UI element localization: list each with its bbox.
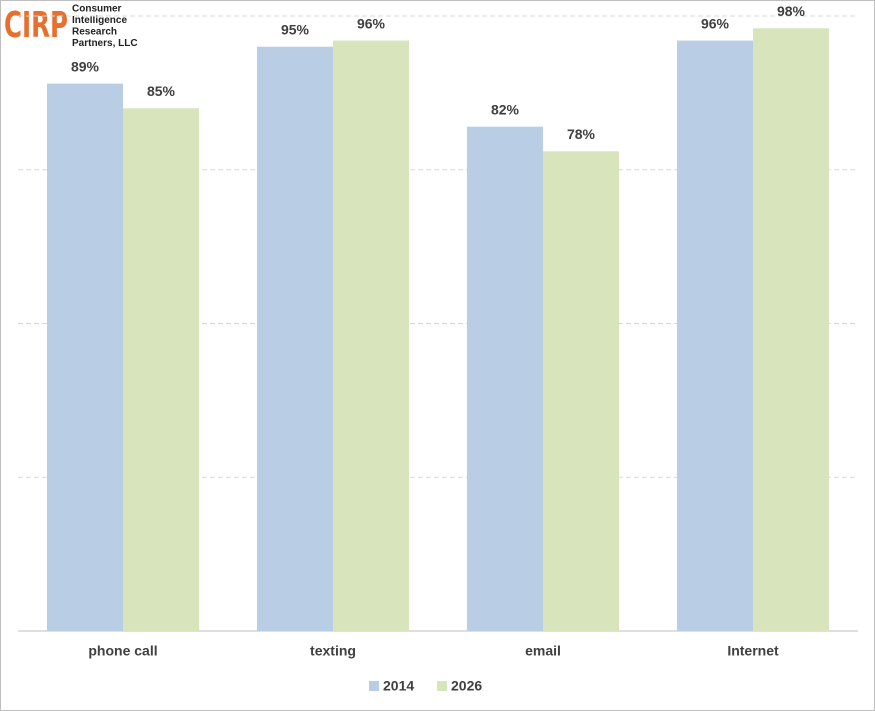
legend-swatch: [369, 681, 379, 691]
legend-label: 2014: [383, 678, 414, 694]
data-label: 96%: [701, 15, 730, 31]
bar: [333, 40, 409, 632]
x-tick-label: Internet: [727, 643, 779, 659]
logo: CIRP ConsumerIntelligenceResearchPartner…: [4, 4, 138, 50]
bar: [467, 126, 543, 631]
data-label: 85%: [147, 83, 176, 99]
x-tick-label: texting: [310, 643, 356, 659]
bar: [257, 46, 333, 631]
legend-swatch: [437, 681, 447, 691]
x-tick-label: phone call: [88, 643, 157, 659]
logo-text: Research: [72, 27, 117, 38]
legend-label: 2026: [451, 678, 482, 694]
bar: [47, 83, 123, 631]
data-label: 82%: [491, 101, 520, 117]
data-label: 78%: [567, 126, 596, 142]
data-label: 96%: [357, 15, 386, 31]
data-label: 95%: [281, 21, 310, 37]
logo-text: Consumer: [72, 4, 122, 15]
logo-text: Partners, LLC: [72, 38, 138, 49]
bar: [677, 40, 753, 632]
x-tick-label: email: [525, 643, 561, 659]
data-label: 89%: [71, 58, 100, 74]
logo-text: Intelligence: [72, 15, 127, 26]
data-label: 98%: [777, 3, 806, 19]
bar: [543, 151, 619, 632]
logo-mark: CIRP: [4, 5, 68, 46]
bar: [753, 28, 829, 632]
bar: [123, 108, 199, 631]
